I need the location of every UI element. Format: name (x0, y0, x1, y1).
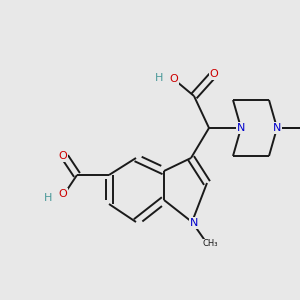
Text: O: O (210, 69, 218, 79)
Text: H: H (44, 193, 52, 203)
Text: O: O (169, 74, 178, 84)
Text: H: H (155, 73, 163, 83)
Text: O: O (58, 189, 68, 199)
Text: CH₃: CH₃ (202, 239, 218, 248)
Text: N: N (190, 218, 198, 228)
Text: N: N (237, 123, 245, 133)
Text: O: O (58, 151, 68, 161)
Text: N: N (273, 123, 281, 133)
